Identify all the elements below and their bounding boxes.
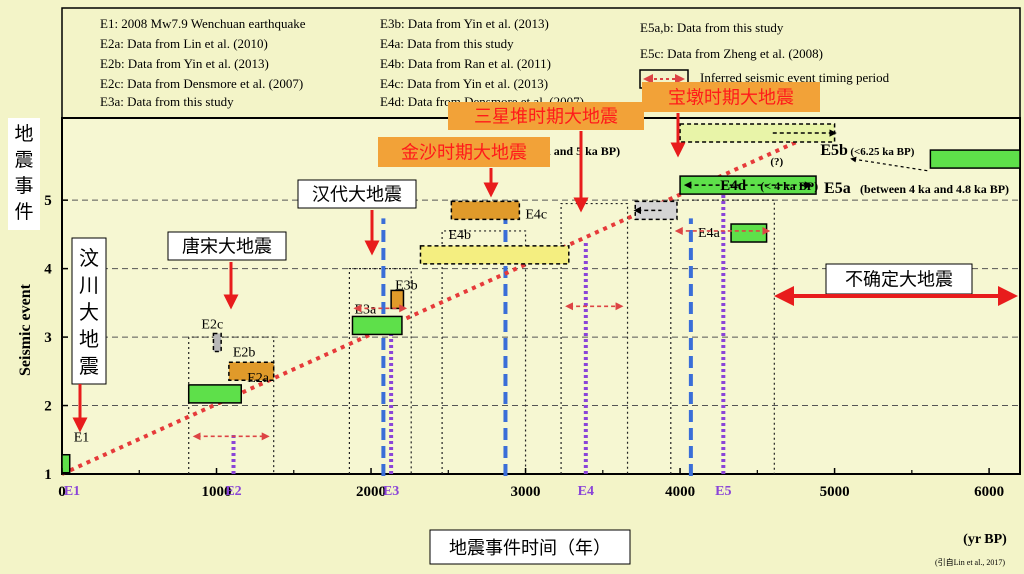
callout-baodun: 宝墩时期大地震 [668,87,794,108]
bar-e2a [187,384,242,404]
bar-e5b [929,149,1021,169]
label-e4d: E4d [720,178,747,194]
legend-entry-E2b: E2b: Data from Yin et al. (2013) [100,56,269,71]
xtick-label-3000: 3000 [511,484,541,500]
xtick-label-2000: 2000 [356,484,386,500]
label-e3a: E3a [354,302,377,317]
callout-wenchuan-char: 地 [79,327,99,351]
annot-e5a: (between 4 ka and 4.8 ka BP) [860,182,1009,196]
legend-entry-E5c: E5c: Data from Zheng et al. (2008) [640,46,823,61]
annot-q: (?) [770,156,783,168]
arrow-e5b [850,156,928,172]
ytick-label-1: 1 [44,467,52,483]
legend-entry-E4a: E4a: Data from this study [380,36,514,51]
ytick-label-5: 5 [44,193,52,209]
bar-e4c [450,200,521,221]
label-e2c: E2c [201,318,223,333]
bar-e2b [228,361,275,382]
label-e2b: E2b [233,345,256,360]
legend-panel [61,7,1021,119]
x-axis-label-box [429,529,631,565]
time-windows [188,199,775,474]
callout-wenchuan-box [71,237,107,385]
xtick-label-0: 0 [58,484,66,500]
window-1 [348,268,412,474]
legend-entry-E3a: E3a: Data from this study [100,94,234,109]
label-e1: E1 [74,431,90,446]
legend-entry-E4b: E4b: Data from Ran et al. (2011) [380,56,551,71]
event-group-e1: E1 [64,484,80,499]
xtick-label-6000: 6000 [974,484,1004,500]
callout-uncertain: 不确定大地震 [845,269,953,290]
legend-entry-E2a: E2a: Data from Lin et al. (2010) [100,36,268,51]
bar-e1 [61,453,71,474]
bar-e4a [730,223,768,243]
bar-e4d [634,200,678,221]
legend-entry-E1: E1: 2008 Mw7.9 Wenchuan earthquake [100,16,306,31]
xtick-label-4000: 4000 [665,484,695,500]
ytick-label-2: 2 [44,399,52,415]
y-axis-label-cn-char: 震 [14,149,33,171]
annot-e4d: (< 4 ka BP) [760,179,818,193]
callout-jinsha-box [378,137,550,167]
x-unit: (yr BP) [963,532,1007,547]
callout-sanxingdui-box [448,102,644,130]
event-group-e5: E5 [715,484,731,499]
legend-entry-E3b: E3b: Data from Yin et al. (2013) [380,16,549,31]
label-e3b: E3b [395,278,418,293]
callout-jinsha: 金沙时期大地震 [401,142,527,163]
y-axis-label-cn-box [8,118,40,230]
x-axis-label: 地震事件时间（年） [449,538,611,559]
callout-tangsong: 唐宋大地震 [182,236,272,257]
xtick-label-5000: 5000 [820,484,850,500]
axes: 0 1000 2000 3000 4000 5000 6000 1 2 3 4 5 (yr BP) Sei… [17,193,1007,567]
legend: E1: 2008 Mw7.9 Wenchuan earthquake E2a: D… [100,16,890,109]
label-e4c: E4c [525,207,547,222]
label-e4b: E4b [448,228,471,243]
callout-wenchuan-char: 震 [79,354,99,378]
event-group-e3: E3 [383,484,399,499]
y-axis-label-cn-char: 件 [14,201,33,223]
window-0 [188,336,275,474]
callout-handai-box [297,179,417,209]
callout-baodun-box [642,82,820,112]
label-e5a: E5a [824,180,851,197]
window-4 [670,199,775,474]
annot-e5b: (<6.25 ka BP) [850,146,914,158]
event-group-e4: E4 [578,484,594,499]
y-axis-label-cn-char: 事 [14,175,33,197]
bar-e4b [419,245,570,265]
callouts: 地震事件时间（年）地震事件汶川大地震唐宋大地震汉代大地震金沙时期大地震三星堆时期… [8,82,1018,565]
ytick-label-4: 4 [44,262,52,278]
label-e2a: E2a [247,371,270,386]
legend-entry-E4c: E4c: Data from Yin et al. (2013) [380,76,548,91]
trend-dotted-line [61,129,820,476]
callout-tangsong-box [167,231,287,261]
xtick-label-1000: 1000 [202,484,232,500]
bar-e3a [351,315,403,336]
source-note: (引自Lin et al., 2017) [935,557,1005,567]
range-arrows [192,129,928,441]
callout-wenchuan-char: 汶 [79,246,99,270]
trend-line [61,129,820,476]
y-axis-label: Seismic event [17,283,34,376]
window-3 [560,202,629,474]
event-lines [231,193,726,476]
callout-handai: 汉代大地震 [312,184,402,205]
y-axis-label-cn-char: 地 [14,123,33,145]
ytick-label-3: 3 [44,330,52,346]
callout-wenchuan-char: 大 [79,300,99,324]
label-e4a: E4a [698,226,721,241]
bar-e2c [212,332,222,353]
legend-entry-E5ab: E5a,b: Data from this study [640,20,784,35]
callout-wenchuan-char: 川 [79,273,99,297]
legend-entry-inferred: Inferred seismic event timing period [700,70,890,85]
legend-entry-E2c: E2c: Data from Densmore et al. (2007) [100,76,303,91]
window-2 [441,230,527,474]
event-group-e2: E2 [225,484,241,499]
callout-sanxingdui: 三星堆时期大地震 [474,106,618,127]
label-e5b: E5b [820,142,848,159]
